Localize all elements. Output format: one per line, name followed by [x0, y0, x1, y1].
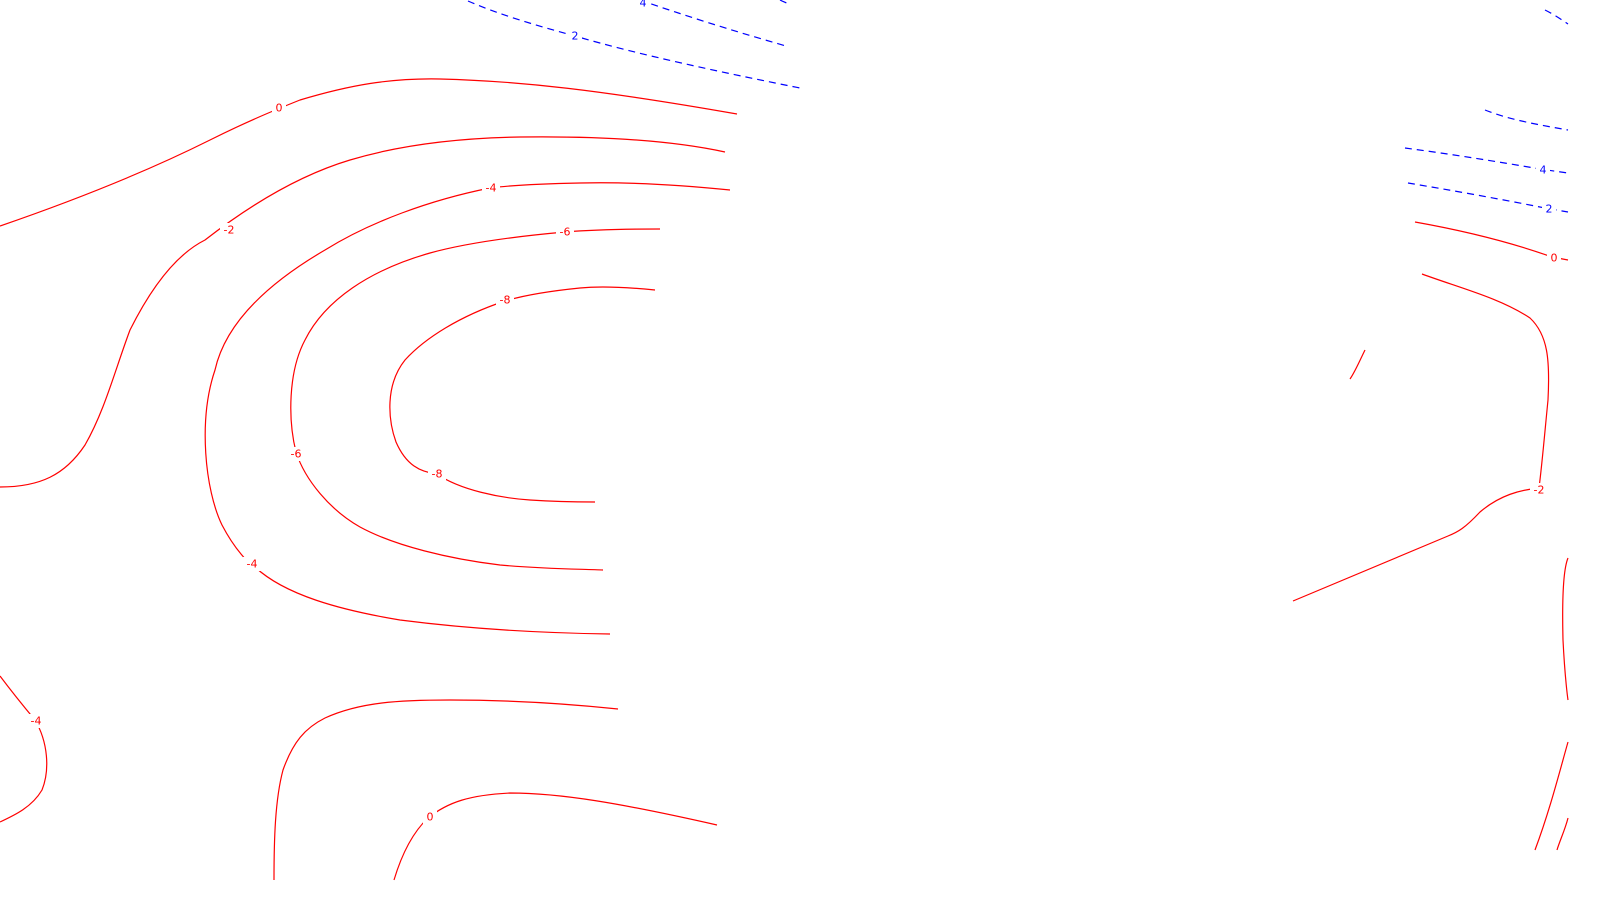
contour-line-plus2-top: [467, 0, 801, 89]
contour-line-minus2: [0, 136, 726, 488]
contour-line-minus6: [290, 228, 661, 571]
label-zero-upper: 0: [276, 102, 283, 115]
contour-label: 0: [1547, 251, 1561, 265]
contour-line-fragment-right: [1349, 349, 1366, 380]
contour-label: -4: [243, 557, 261, 571]
contour-label: -2: [220, 223, 238, 237]
label-minus6-bottom: -6: [291, 448, 302, 461]
contour-label: -4: [27, 714, 45, 728]
contour-line-zero-lower-inner: [393, 792, 718, 881]
label-plus4-right: 4: [1540, 164, 1547, 177]
contour-label: 0: [423, 810, 437, 824]
contour-label: -2: [1530, 483, 1548, 497]
label-minus4-bottom: -4: [247, 558, 258, 571]
label-minus2: -2: [224, 224, 235, 237]
label-plus2-top: 2: [572, 30, 579, 43]
contour-line-minus4-corner: [0, 675, 48, 823]
contour-line-zero-lower-outer: [273, 699, 619, 881]
contour-line-edge-right-b: [1534, 741, 1569, 851]
contour-line-plus4-right: [1404, 147, 1569, 174]
contour-line-plus4-top: [639, 0, 787, 47]
label-minus2-right: -2: [1534, 484, 1545, 497]
contour-label: 4: [636, 0, 650, 10]
contour-label: -8: [428, 467, 446, 481]
contour-label: 2: [1542, 202, 1556, 216]
contour-labels: 0 -2 -4 -6 -8 -8 -6 -4: [27, 0, 1561, 824]
label-minus8-top: -8: [500, 294, 511, 307]
label-zero-lower: 0: [427, 811, 434, 824]
positive-contours-left: [467, 0, 801, 89]
contours-right: [1292, 9, 1569, 851]
contour-label: 4: [1536, 163, 1550, 177]
contour-line-plus6-right: [1544, 9, 1569, 25]
contour-label: 0: [272, 101, 286, 115]
contour-line-minus4: [204, 182, 731, 635]
contour-label: -6: [556, 225, 574, 239]
contour-label: -6: [287, 447, 305, 461]
contour-line-zero-right: [1414, 221, 1569, 261]
contour-line-plus2-right: [1407, 182, 1569, 213]
contour-line-plus6-top: [779, 0, 791, 6]
contour-line-minus8: [389, 286, 656, 503]
contour-line-edge-right-a: [1562, 557, 1569, 701]
label-minus4-top: -4: [486, 182, 497, 195]
negative-contours-left: [0, 78, 738, 881]
label-minus6-top: -6: [560, 226, 571, 239]
label-minus8-bottom: -8: [432, 468, 443, 481]
contour-label: 2: [568, 29, 582, 43]
label-plus4-top: 4: [640, 0, 647, 10]
label-zero-right: 0: [1551, 252, 1558, 265]
label-minus4-corner: -4: [31, 715, 42, 728]
contour-line-edge-right-c: [1556, 817, 1569, 851]
contour-line-zero-upper: [0, 78, 738, 227]
contour-label: -4: [482, 181, 500, 195]
label-plus2-right: 2: [1546, 203, 1553, 216]
contour-label: -8: [496, 293, 514, 307]
contour-line-plus6-right-b: [1484, 109, 1569, 131]
